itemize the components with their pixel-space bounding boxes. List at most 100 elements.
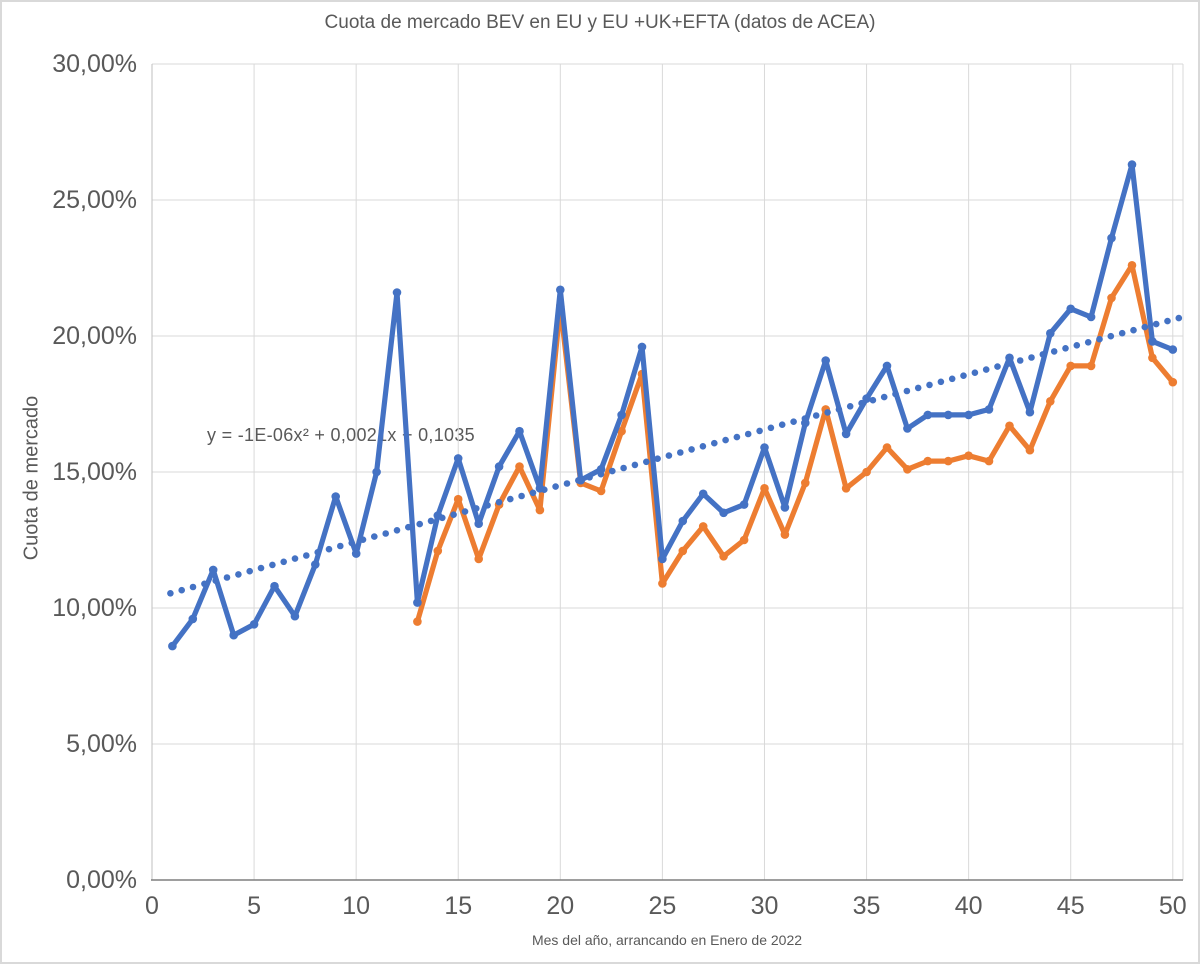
trendline-dot (167, 590, 174, 597)
data-point-marker (392, 288, 402, 297)
trendline-dot (699, 443, 707, 450)
trendline-dot (1062, 345, 1069, 352)
trendline-dot (631, 461, 639, 469)
data-point-marker (882, 443, 892, 452)
data-point-marker (943, 456, 953, 466)
trendline-dot (563, 480, 571, 487)
x-tick-label: 40 (954, 892, 983, 920)
data-point-marker (556, 285, 565, 295)
x-tick-label: 20 (546, 892, 575, 920)
data-point-marker (964, 410, 973, 420)
trendline-dot (257, 564, 265, 572)
trendline-dot (1164, 317, 1171, 325)
data-point-marker (474, 519, 484, 528)
data-point-marker (984, 456, 994, 466)
trendline-dot (767, 424, 775, 432)
trendline-dot (1107, 332, 1115, 340)
data-point-marker (208, 565, 218, 575)
trendline-dot (756, 427, 763, 435)
data-point-marker (923, 410, 933, 420)
y-tick-label: 20,00% (52, 322, 137, 350)
trendline-dot (201, 580, 208, 588)
data-point-marker (351, 549, 361, 558)
data-point-marker (943, 410, 953, 420)
trendline-dot (291, 555, 299, 562)
trendline-dot (948, 375, 956, 383)
trendline-dot (212, 577, 219, 584)
data-point-marker (617, 426, 626, 436)
data-point-marker (780, 503, 790, 512)
trendline-dot (597, 470, 605, 478)
data-point-marker (1005, 421, 1014, 431)
trendline-dot (1005, 360, 1013, 367)
trendline-dot (382, 530, 390, 537)
y-tick-label: 30,00% (52, 50, 137, 78)
trendline-dot (744, 430, 752, 438)
trendline-dot (688, 446, 695, 453)
trendline-dot (518, 492, 525, 500)
data-point-marker (494, 462, 504, 471)
trendline-dot (609, 467, 616, 475)
x-tick-label: 10 (342, 892, 371, 920)
trendline-dot (529, 489, 537, 497)
data-point-marker (739, 535, 749, 545)
trendline-dot (858, 399, 865, 407)
trendline-dot (778, 421, 786, 429)
trendline-dot (654, 455, 661, 463)
trendline-dot (507, 495, 514, 503)
trendline-dot (325, 545, 333, 553)
trendline-dot (846, 403, 854, 410)
data-point-marker (1046, 397, 1055, 406)
data-point-marker (760, 443, 769, 452)
y-tick-label: 25,00% (52, 186, 137, 214)
trendline-dot (1130, 326, 1137, 334)
x-tick-label: 30 (750, 892, 779, 920)
data-point-marker (617, 410, 626, 420)
trendline-dot (393, 527, 401, 534)
data-point-marker (821, 356, 830, 365)
trendline-dot (812, 412, 820, 419)
data-point-marker (1046, 329, 1055, 338)
data-point-marker (637, 342, 647, 352)
trendline-dot (824, 409, 831, 416)
y-tick-label: 0,00% (66, 866, 137, 894)
data-point-marker (841, 484, 851, 493)
data-point-marker (719, 552, 728, 561)
data-point-marker (739, 500, 749, 509)
data-point-marker (658, 579, 667, 588)
data-point-marker (596, 486, 606, 496)
trendline-dot (405, 523, 412, 531)
data-point-marker (1107, 233, 1116, 243)
trendline-dot (1118, 329, 1126, 337)
trendline-dot (495, 498, 503, 506)
trendline-dot (982, 366, 990, 373)
data-point-marker (515, 426, 524, 436)
data-point-marker (596, 465, 606, 474)
data-point-marker (249, 620, 259, 629)
trendline-dot (484, 502, 491, 509)
data-point-marker (413, 617, 422, 626)
trendline-dot (937, 378, 945, 386)
data-point-marker (658, 554, 667, 564)
data-point-marker (862, 467, 871, 477)
data-point-marker (433, 546, 443, 556)
data-point-marker (1066, 361, 1075, 371)
data-point-marker (780, 530, 790, 539)
trendline-dot (1152, 320, 1160, 328)
trendline-dot (665, 452, 673, 459)
trendline-dot (246, 567, 253, 575)
trendline-dot (880, 393, 888, 401)
trendline-dot (416, 520, 424, 528)
chart-title: Cuota de mercado BEV en EU y EU +UK+EFTA… (324, 12, 876, 33)
data-point-marker (1005, 353, 1014, 363)
trendline-dot (552, 483, 559, 490)
trendline-dot (303, 552, 310, 559)
data-point-marker (1127, 261, 1137, 270)
trendline-dot (223, 574, 231, 581)
trendline-dot (178, 586, 185, 594)
x-axis-title: Mes del año, arrancando en Enero de 2022 (531, 932, 803, 948)
y-tick-label: 15,00% (52, 458, 137, 486)
data-point-marker (1168, 377, 1178, 387)
